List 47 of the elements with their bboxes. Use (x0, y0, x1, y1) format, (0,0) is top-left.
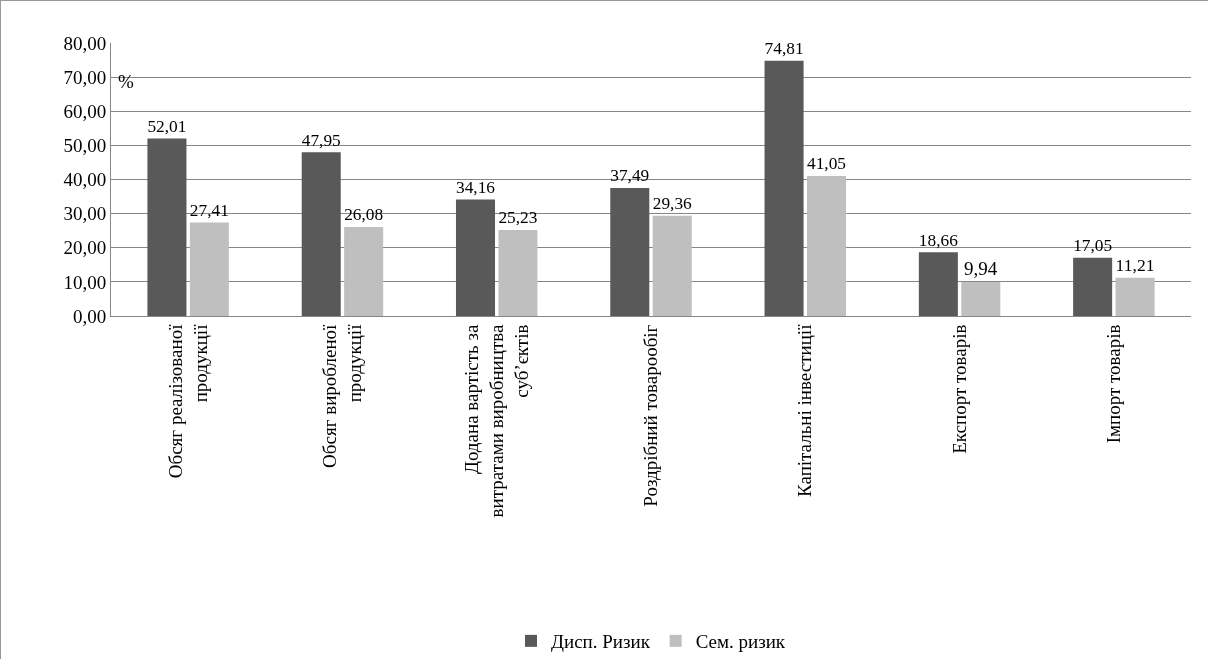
bar (147, 138, 187, 316)
data-label: 52,01 (147, 116, 187, 136)
bar (1115, 277, 1155, 316)
bar (189, 222, 229, 316)
bar (344, 227, 384, 316)
data-label: 11,21 (1115, 255, 1155, 276)
data-label: 74,81 (764, 39, 804, 59)
legend-label: Дисп. Ризик (551, 631, 651, 653)
bar (806, 175, 847, 316)
x-tick-label: Додана вартість за витратами виробництва суб’єктів (461, 324, 532, 518)
bar (498, 229, 538, 316)
x-tick-label: Роздрібний товарообіг (640, 324, 662, 507)
bar (301, 152, 341, 316)
x-tick-label: Обсяг реалізованої продукції (164, 323, 211, 479)
y-tick-label: 70,00 (63, 66, 107, 88)
bar (455, 199, 496, 316)
data-label: 47,95 (301, 130, 341, 150)
bar (918, 252, 958, 316)
y-tick-label: 0,00 (72, 305, 107, 327)
y-axis-title: % (118, 71, 134, 92)
data-label: 29,36 (652, 194, 693, 214)
data-label: 37,49 (610, 166, 650, 186)
bar (961, 282, 1001, 316)
x-tick-label: Обсяг виробленої продукції (319, 323, 365, 468)
data-label: 34,16 (455, 177, 496, 197)
y-tick-label: 80,00 (63, 32, 107, 54)
bar (652, 215, 692, 316)
data-label: 18,66 (918, 230, 959, 250)
x-tick-label: Капітальні інвестиції (794, 323, 816, 497)
y-tick-label: 20,00 (63, 237, 107, 259)
y-tick-label: 10,00 (63, 271, 107, 293)
data-label: 26,08 (344, 205, 384, 225)
x-tick-label: Імпорт товарів (1103, 324, 1125, 444)
data-label: 17,05 (1073, 236, 1113, 256)
y-tick-label: 60,00 (63, 100, 107, 122)
data-label: 9,94 (963, 258, 998, 280)
y-tick-label: 50,00 (63, 135, 107, 157)
data-label: 27,41 (189, 200, 229, 220)
bar (764, 60, 804, 316)
legend-label: Сем. ризик (695, 631, 786, 653)
y-tick-label: 40,00 (63, 169, 107, 191)
bar (610, 188, 650, 316)
data-label: 25,23 (498, 208, 538, 228)
data-label: 41,05 (806, 154, 847, 174)
x-tick-label: Експорт товарів (948, 324, 970, 454)
y-tick-label: 30,00 (63, 203, 107, 225)
bar (1073, 257, 1113, 316)
